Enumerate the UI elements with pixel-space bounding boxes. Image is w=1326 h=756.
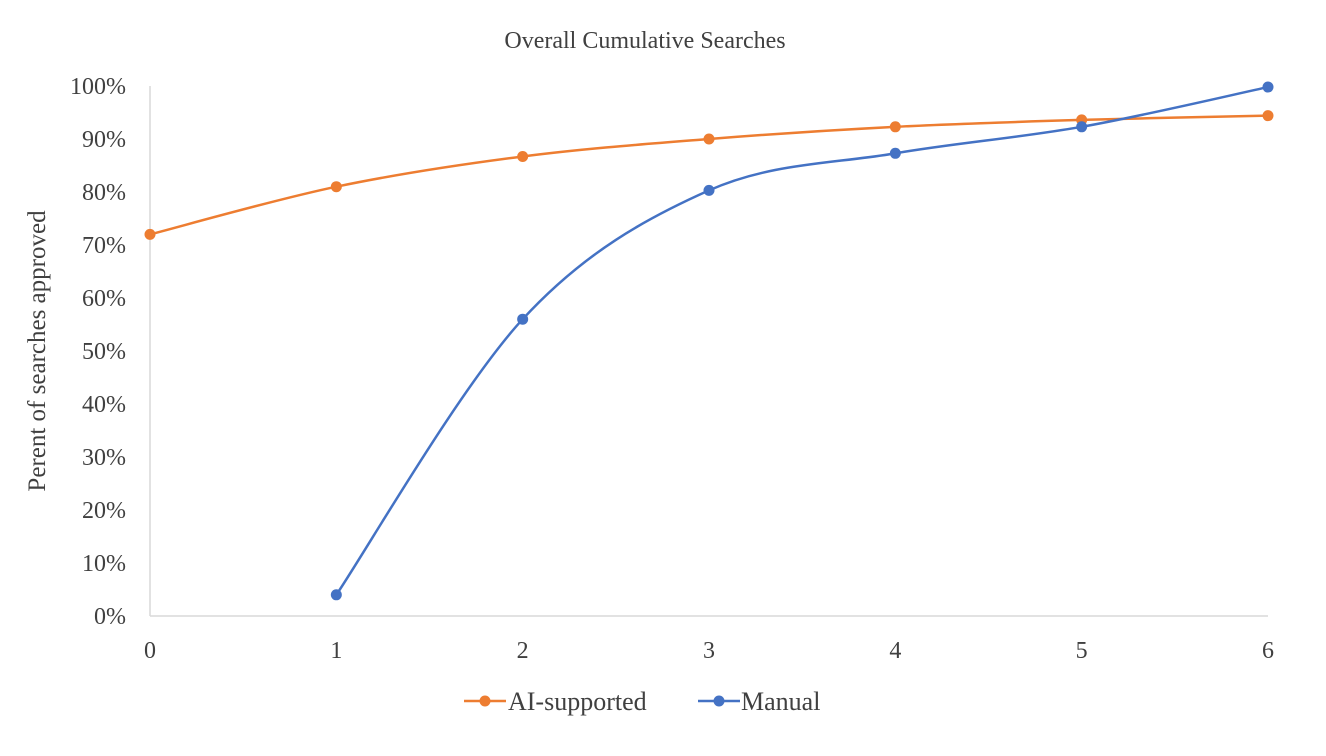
x-tick-label: 0	[144, 638, 156, 664]
data-point	[517, 150, 529, 162]
data-point	[144, 228, 156, 240]
legend-label: Manual	[741, 687, 820, 716]
legend-marker	[713, 695, 725, 707]
data-point	[889, 121, 901, 133]
x-tick-label: 3	[703, 638, 715, 664]
y-tick-label: 60%	[82, 286, 126, 312]
y-tick-label: 10%	[82, 551, 126, 577]
data-point	[330, 181, 342, 193]
x-tick-label: 6	[1262, 638, 1274, 664]
y-tick-label: 70%	[82, 233, 126, 259]
data-point	[703, 184, 715, 196]
x-tick-label: 2	[517, 638, 529, 664]
series-layer	[144, 81, 1274, 601]
data-point	[1076, 121, 1088, 133]
x-tick-label: 1	[330, 638, 342, 664]
axes	[149, 86, 1268, 617]
data-point	[889, 147, 901, 159]
legend-item: Manual	[698, 687, 820, 716]
legend: AI-supported Manual	[464, 687, 820, 716]
data-point	[1262, 81, 1274, 93]
y-tick-label: 40%	[82, 392, 126, 418]
y-axis-title: Perent of searches approved	[24, 210, 51, 492]
data-point	[1262, 110, 1274, 122]
series-line	[335, 85, 1270, 597]
x-tick-label: 5	[1076, 638, 1088, 664]
x-tick-labels: 0 1 2 3 4 5 6	[144, 638, 1274, 664]
data-point	[330, 589, 342, 601]
chart-title: Overall Cumulative Searches	[504, 28, 785, 54]
y-tick-label: 20%	[82, 498, 126, 524]
y-tick-label: 30%	[82, 445, 126, 471]
data-point	[703, 133, 715, 145]
y-tick-label: 80%	[82, 180, 126, 206]
y-tick-label: 50%	[82, 339, 126, 365]
y-tick-label: 100%	[70, 74, 126, 100]
legend-item: AI-supported	[464, 687, 647, 716]
legend-marker	[479, 695, 491, 707]
series-manual	[330, 81, 1274, 601]
data-point	[517, 313, 529, 325]
series-line	[148, 114, 1270, 236]
y-tick-label: 0%	[94, 604, 126, 630]
series-ai-supported	[144, 110, 1274, 240]
legend-label: AI-supported	[508, 687, 647, 716]
y-tick-labels: 0% 10% 20% 30% 40% 50% 60% 70% 80% 90% 100%	[70, 74, 126, 630]
x-tick-label: 4	[889, 638, 901, 664]
y-tick-label: 90%	[82, 127, 126, 153]
